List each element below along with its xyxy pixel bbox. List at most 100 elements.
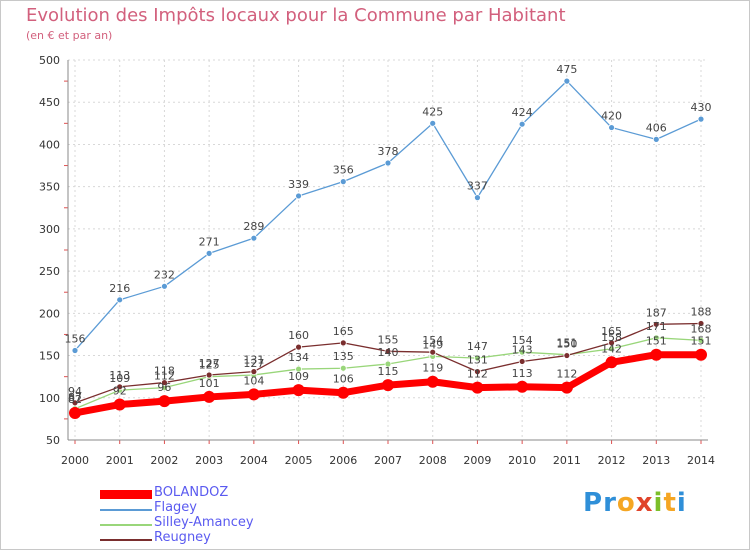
x-tick-label: 2006 xyxy=(329,454,357,467)
data-point-silley-amancey xyxy=(518,348,526,356)
x-tick-label: 2011 xyxy=(553,454,581,467)
x-tick-label: 2001 xyxy=(106,454,134,467)
data-label-reugney: 165 xyxy=(601,325,622,338)
data-labels: 156 216 232 271 289 339 356 378 425 337 424 475 420 4… xyxy=(65,63,712,406)
data-label-flagey: 337 xyxy=(467,180,488,193)
data-label-reugney: 150 xyxy=(556,338,577,351)
data-label-flagey: 156 xyxy=(65,332,86,345)
data-label-bolandoz: 112 xyxy=(556,368,577,381)
data-point-bolandoz xyxy=(695,348,707,361)
data-point-bolandoz xyxy=(516,380,529,393)
y-tick-label: 500 xyxy=(39,54,60,67)
data-label-bolandoz: 104 xyxy=(243,374,264,387)
data-label-bolandoz: 96 xyxy=(157,381,171,394)
data-label-flagey: 406 xyxy=(646,121,667,134)
data-point-flagey xyxy=(116,296,124,304)
data-label-flagey: 289 xyxy=(243,220,264,233)
data-label-reugney: 160 xyxy=(288,329,309,342)
data-point-flagey xyxy=(652,135,660,143)
data-label-silley-amancey: 134 xyxy=(288,351,309,364)
data-point-reugney xyxy=(518,358,526,365)
data-point-bolandoz xyxy=(158,395,171,408)
data-point-reugney xyxy=(250,368,258,376)
data-point-bolandoz xyxy=(382,379,394,392)
data-label-flagey: 424 xyxy=(512,106,533,119)
series-lines xyxy=(69,77,707,419)
y-tick-label: 100 xyxy=(39,392,60,405)
data-label-flagey: 356 xyxy=(333,164,354,177)
y-tick-label: 250 xyxy=(39,265,60,278)
y-tick-label: 400 xyxy=(39,138,60,151)
legend-swatch xyxy=(100,490,152,499)
data-point-reugney xyxy=(295,343,302,351)
x-tick-label: 2004 xyxy=(240,454,268,467)
chart-title: Evolution des Impôts locaux pour la Comm… xyxy=(26,5,566,26)
data-point-silley-amancey xyxy=(295,365,302,373)
data-point-flagey xyxy=(563,77,571,85)
data-label-silley-amancey: 135 xyxy=(333,350,354,363)
data-label-reugney: 94 xyxy=(68,385,82,398)
data-point-silley-amancey xyxy=(339,364,347,372)
data-point-flagey xyxy=(384,159,392,167)
data-point-bolandoz xyxy=(113,398,126,411)
x-tick-label: 2005 xyxy=(285,454,313,467)
data-point-flagey xyxy=(697,115,705,123)
data-label-silley-amancey: 140 xyxy=(378,346,399,359)
logo-letter: r xyxy=(603,488,617,518)
data-point-bolandoz xyxy=(69,406,81,419)
data-point-flagey xyxy=(474,194,481,202)
data-point-flagey xyxy=(608,124,615,131)
axes: 50 100 150 200 250 300 350 400 450 500 2000 2001 200… xyxy=(39,54,715,467)
data-label-silley-amancey: 109 xyxy=(109,372,130,385)
y-tick-label: 300 xyxy=(39,223,60,236)
data-label-silley-amancey: 147 xyxy=(467,340,488,353)
data-label-flagey: 339 xyxy=(288,178,309,191)
data-label-reugney: 143 xyxy=(512,343,533,356)
data-label-bolandoz: 151 xyxy=(691,335,712,348)
data-label-reugney: 118 xyxy=(154,365,175,378)
x-tick-label: 2013 xyxy=(642,454,670,467)
x-tick-label: 2002 xyxy=(150,454,178,467)
data-point-reugney xyxy=(384,347,392,355)
data-label-silley-amancey: 168 xyxy=(691,322,712,335)
x-tick-label: 2014 xyxy=(687,454,715,467)
x-tick-label: 2003 xyxy=(195,454,223,467)
data-point-bolandoz xyxy=(605,356,618,369)
legend-swatch xyxy=(100,524,152,526)
data-point-bolandoz xyxy=(650,348,663,361)
data-label-reugney: 187 xyxy=(646,306,667,319)
legend-swatch xyxy=(100,509,152,511)
data-label-bolandoz: 92 xyxy=(113,385,127,398)
legend-label: BOLANDOZ xyxy=(154,485,229,500)
data-point-reugney xyxy=(697,320,705,327)
data-point-silley-amancey xyxy=(652,334,660,342)
legend-label: Silley-Amancey xyxy=(154,515,254,530)
data-label-reugney: 131 xyxy=(243,354,264,367)
data-point-flagey xyxy=(339,178,347,186)
data-label-flagey: 475 xyxy=(556,63,577,76)
data-label-reugney: 154 xyxy=(422,334,443,347)
data-label-bolandoz: 112 xyxy=(467,368,488,381)
legend-swatch xyxy=(100,539,152,541)
legend-label: Flagey xyxy=(154,500,197,515)
data-label-reugney: 165 xyxy=(333,325,354,338)
data-label-flagey: 430 xyxy=(691,101,712,114)
data-label-bolandoz: 101 xyxy=(199,377,220,390)
logo-letter: x xyxy=(635,488,654,518)
data-point-bolandoz xyxy=(247,388,260,401)
data-label-bolandoz: 115 xyxy=(378,365,399,378)
data-label-reugney: 127 xyxy=(199,357,220,370)
data-label-bolandoz: 151 xyxy=(646,335,667,348)
x-tick-label: 2008 xyxy=(419,454,447,467)
data-label-reugney: 113 xyxy=(109,369,130,382)
data-label-reugney: 155 xyxy=(378,333,399,346)
data-point-flagey xyxy=(71,347,79,354)
data-point-reugney xyxy=(474,368,481,376)
data-label-silley-amancey: 149 xyxy=(422,338,443,351)
data-label-bolandoz: 113 xyxy=(512,367,533,380)
proxiti-logo: Proxiti xyxy=(583,488,687,518)
data-label-silley-amancey: 171 xyxy=(646,320,667,333)
data-point-bolandoz xyxy=(471,381,484,394)
